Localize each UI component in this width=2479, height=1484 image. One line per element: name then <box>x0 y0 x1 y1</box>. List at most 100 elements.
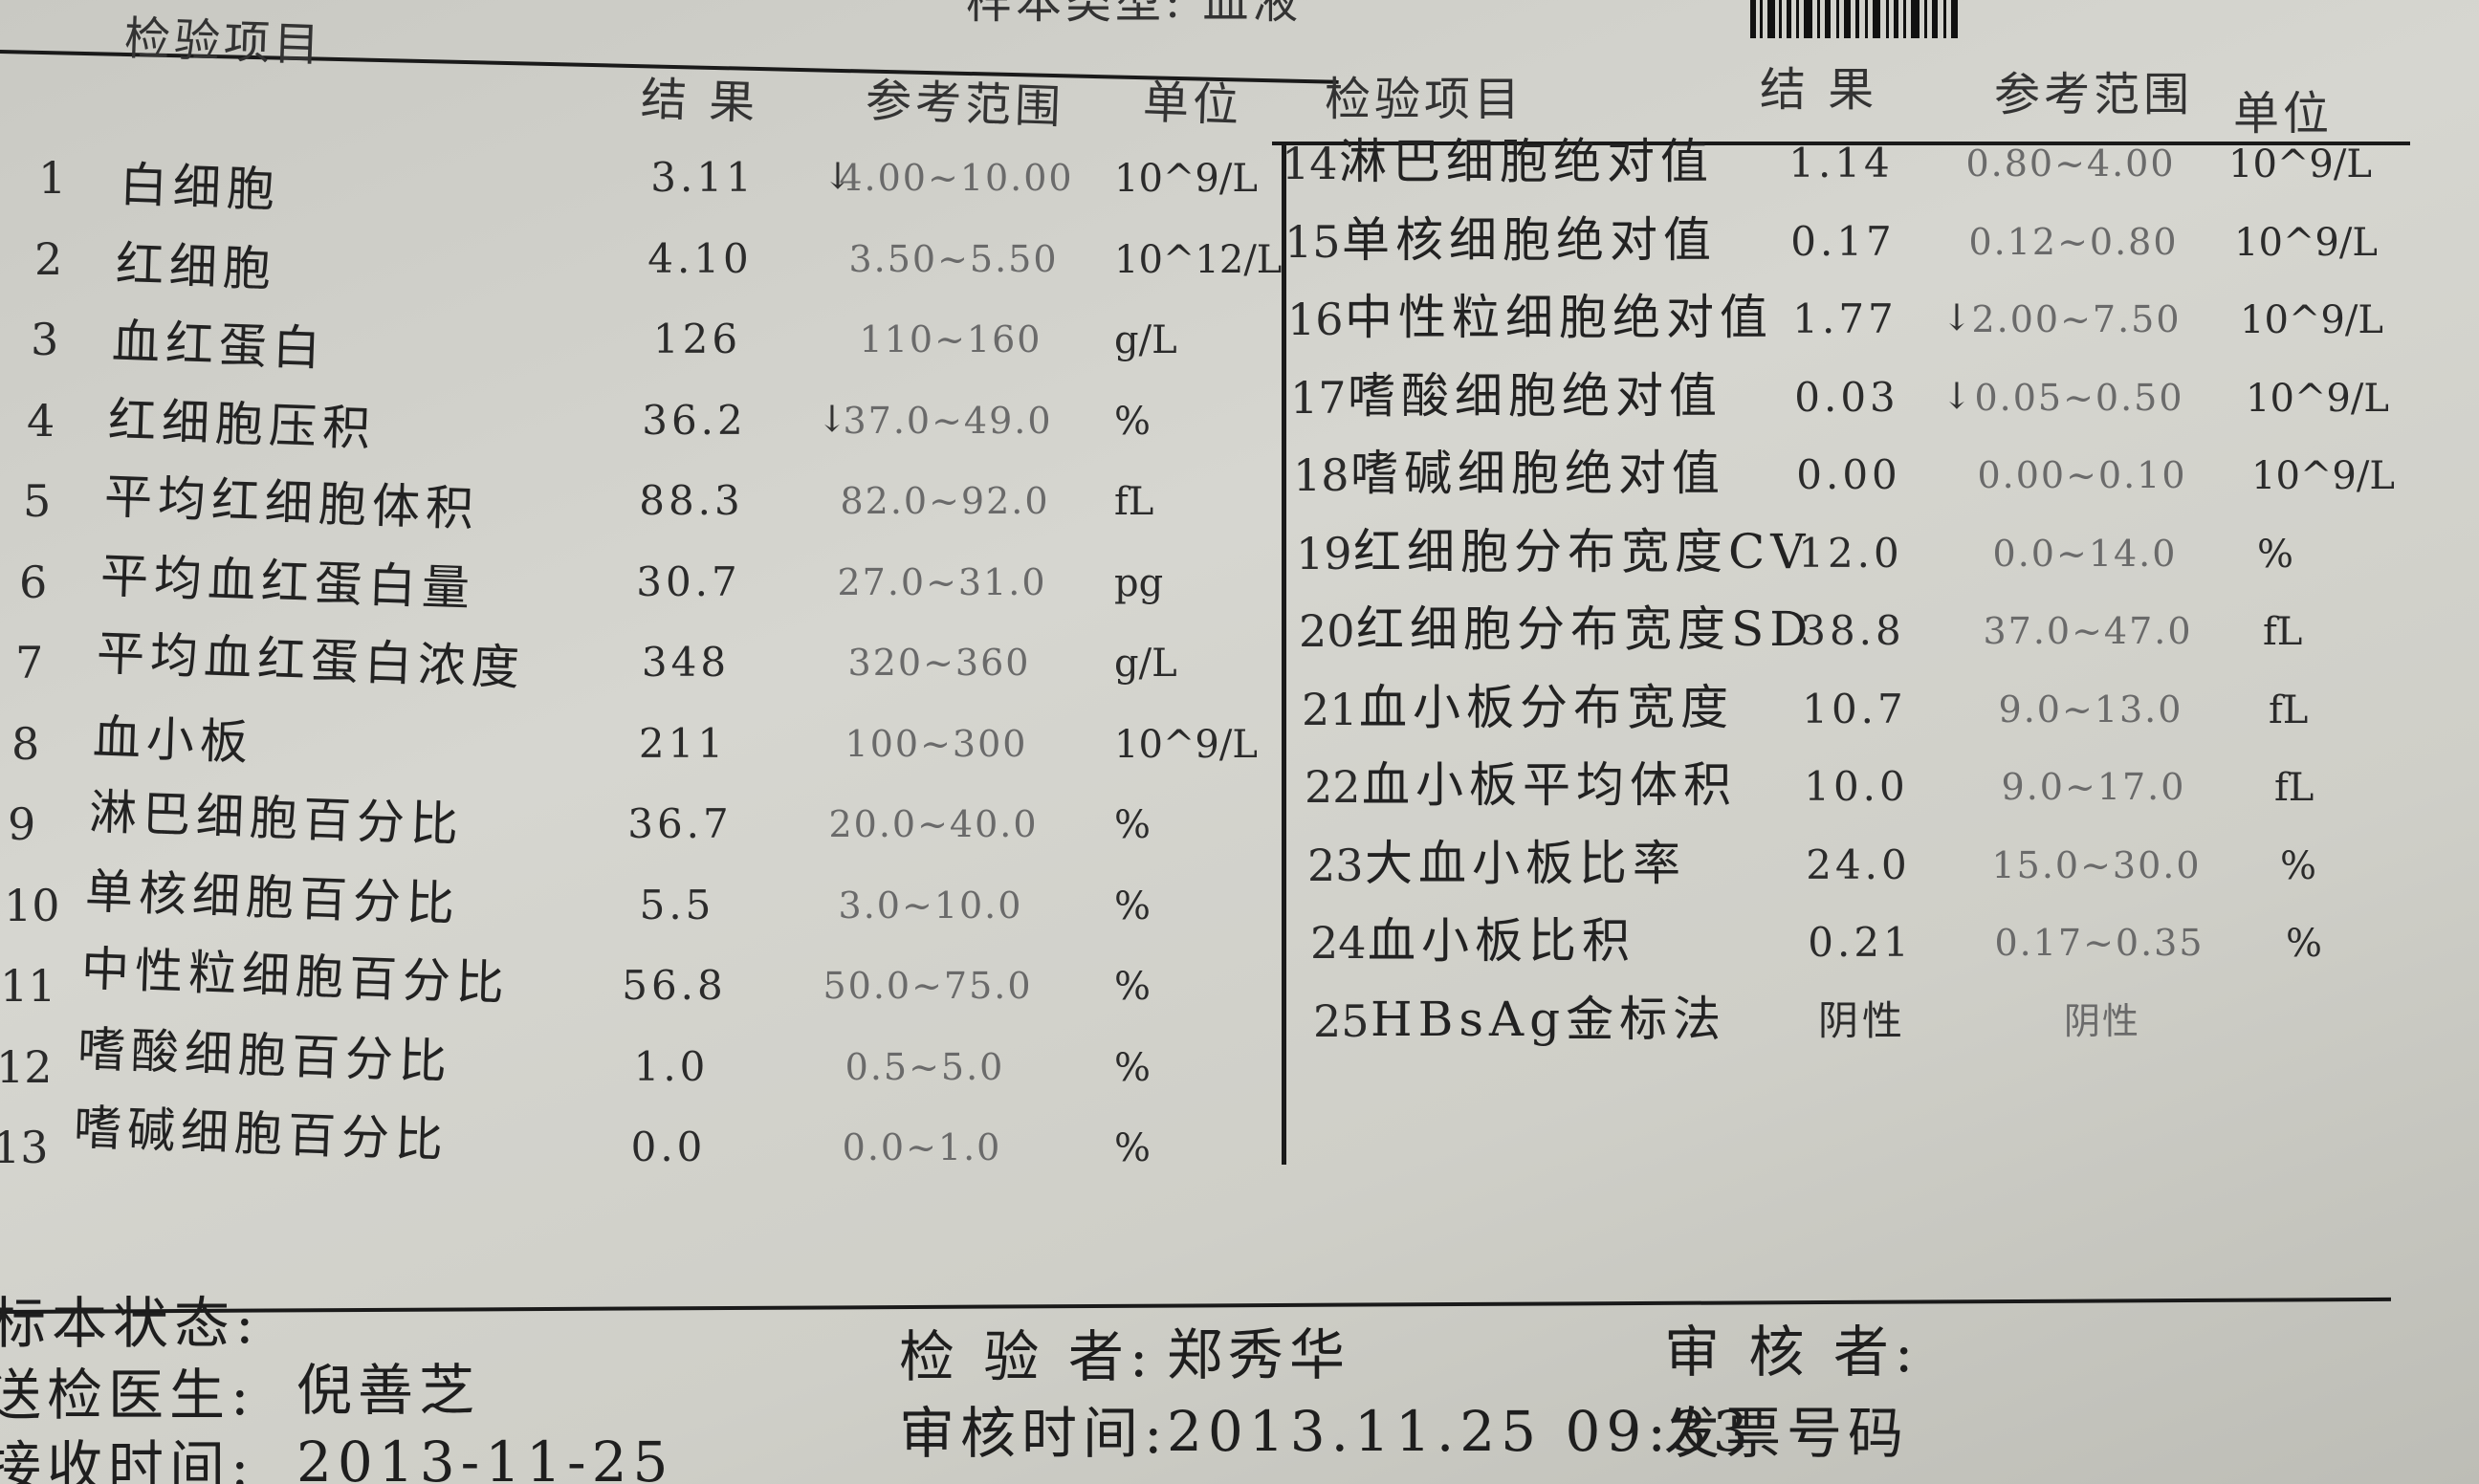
row-number: 20 <box>1299 605 1355 657</box>
unit: g/L <box>1114 642 1177 686</box>
reference-range: 0.5~5.0 <box>845 1045 1005 1088</box>
test-name: 红细胞压积 <box>107 391 377 457</box>
result: 阴性 <box>1817 996 1907 1044</box>
row-number: 12 <box>0 1040 53 1093</box>
test-name: 淋巴细胞百分比 <box>88 784 465 853</box>
test-name: 嗜酸细胞百分比 <box>77 1020 453 1090</box>
row-number: 7 <box>15 637 44 688</box>
reference-range: 9.0~13.0 <box>1998 687 2183 731</box>
column-header: 参考范围 <box>1994 68 2194 121</box>
result: 211 <box>638 719 728 767</box>
label: 送检医生: <box>0 1363 255 1428</box>
result: 10.7 <box>1802 685 1907 732</box>
unit: % <box>1114 399 1152 444</box>
row-number: 16 <box>1287 294 1344 345</box>
test-name: 平均血红蛋白浓度 <box>96 625 526 696</box>
column-divider <box>1282 143 1286 1165</box>
unit: g/L <box>1114 318 1177 362</box>
test-name: 平均红细胞体积 <box>103 469 480 537</box>
row-number: 14 <box>1282 138 1338 189</box>
test-name: 中性粒细胞百分比 <box>80 941 511 1012</box>
row-number: 10 <box>4 879 60 931</box>
unit: % <box>1114 1126 1152 1170</box>
result: 4.10 <box>647 234 753 282</box>
column-header: 检验项目 <box>123 11 324 73</box>
label: 接收时间: <box>0 1434 255 1484</box>
result: 10.0 <box>1804 763 1909 810</box>
reference-range: 4.00~10.00 <box>839 157 1074 199</box>
test-name: 平均血红蛋白量 <box>99 547 476 617</box>
test-name: 嗜酸细胞绝对值 <box>1348 367 1722 424</box>
reference-range: 0.12~0.80 <box>1968 220 2179 263</box>
result: 1.14 <box>1788 140 1894 186</box>
result: 5.5 <box>639 881 715 928</box>
abnormal-flag: ↓ <box>1942 374 1972 417</box>
test-name: 淋巴细胞绝对值 <box>1339 134 1714 189</box>
unit: 10^9/L <box>2234 220 2378 265</box>
reference-range: 82.0~92.0 <box>840 480 1050 522</box>
footer-rule <box>0 1297 2391 1314</box>
reference-range: 3.0~10.0 <box>838 884 1023 927</box>
unit: 10^9/L <box>2251 454 2395 498</box>
test-name: 血小板分布宽度 <box>1359 679 1734 735</box>
row-number: 15 <box>1284 215 1341 268</box>
reference-range: 0.05~0.50 <box>1974 376 2184 419</box>
row-number: 25 <box>1313 994 1370 1047</box>
row-number: 8 <box>11 717 40 770</box>
test-name: 血红蛋白 <box>111 314 327 377</box>
reference-range: 50.0~75.0 <box>823 965 1033 1007</box>
result: 36.7 <box>627 800 733 847</box>
row-number: 2 <box>34 232 63 285</box>
test-name: 红细胞分布宽度CV <box>1353 523 1811 579</box>
column-header: 结 果 <box>640 72 760 131</box>
header-rule <box>1272 142 2410 145</box>
reference-range: 110~160 <box>859 318 1042 360</box>
result: 1.77 <box>1792 295 1898 342</box>
result: 0.00 <box>1796 451 1901 498</box>
column-header: 单位 <box>1142 76 1243 133</box>
column-header: 结 果 <box>1760 63 1878 117</box>
reference-range: 27.0~31.0 <box>837 560 1047 603</box>
column-header: 单位 <box>2233 87 2334 141</box>
reference-range: 100~300 <box>845 722 1028 765</box>
unit: 10^9/L <box>2246 376 2389 421</box>
result: 348 <box>641 639 731 686</box>
unit: fL <box>2274 766 2314 810</box>
result: 0.21 <box>1808 919 1913 966</box>
test-name: 大血小板比率 <box>1365 835 1686 891</box>
row-number: 24 <box>1310 917 1367 969</box>
test-name: 单核细胞绝对值 <box>1342 211 1717 268</box>
tester: 郑秀华 <box>1167 1322 1351 1387</box>
row-number: 17 <box>1290 371 1347 424</box>
reference-range: 0.0~14.0 <box>1992 532 2178 575</box>
test-name: 中性粒细胞绝对值 <box>1345 290 1773 345</box>
row-number: 23 <box>1307 839 1364 891</box>
row-number: 6 <box>19 556 48 608</box>
received-date: 2013-11-25 <box>296 1429 674 1484</box>
test-name: 嗜碱细胞百分比 <box>73 1100 450 1168</box>
specimen-status: 标本状态: <box>0 1291 260 1356</box>
unit: 10^9/L <box>2228 142 2372 186</box>
result: 56.8 <box>622 962 727 1009</box>
unit: 10^9/L <box>2240 298 2383 342</box>
unit: % <box>1114 803 1152 847</box>
result: 1.0 <box>633 1042 710 1090</box>
reference-range: 20.0~40.0 <box>828 803 1039 845</box>
result: 38.8 <box>1800 607 1905 654</box>
unit: fL <box>1114 480 1154 524</box>
result: 12.0 <box>1798 529 1903 577</box>
sample-type: 样本类型: 血液 <box>966 0 1303 29</box>
abnormal-flag: ↓ <box>1942 296 1972 338</box>
test-name: 血小板平均体积 <box>1362 757 1737 813</box>
row-number: 9 <box>8 798 36 850</box>
result: 0.17 <box>1790 217 1896 265</box>
abnormal-flag: ↓ <box>817 397 847 440</box>
unit: 10^9/L <box>1114 722 1258 767</box>
unit: % <box>1114 965 1152 1009</box>
label: 审核时间: <box>899 1401 1169 1466</box>
row-number: 1 <box>38 152 67 204</box>
unit: % <box>1114 1045 1152 1090</box>
unit: 10^9/L <box>1114 157 1258 201</box>
result: 0.03 <box>1794 373 1899 421</box>
